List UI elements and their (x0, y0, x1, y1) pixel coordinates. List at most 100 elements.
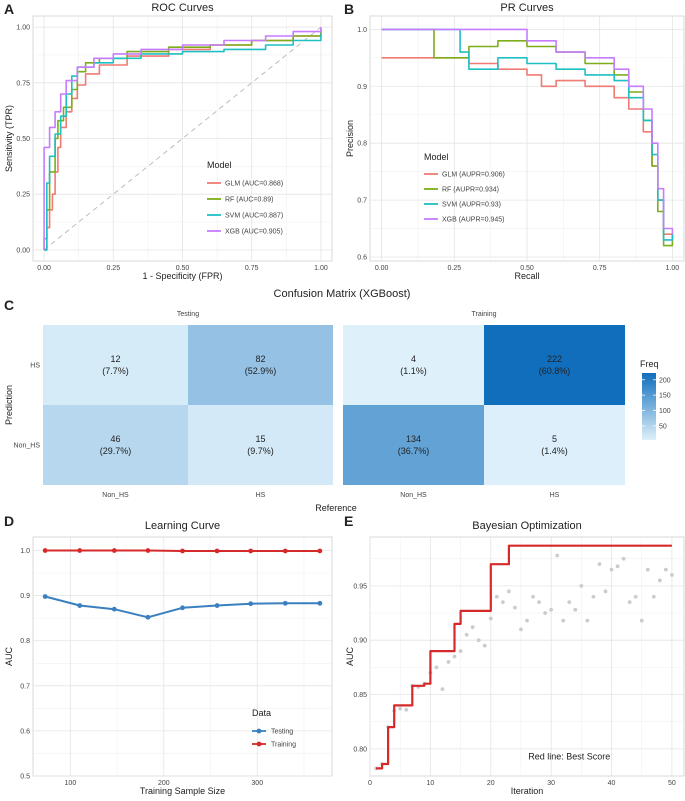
pr-legend-title: Model (424, 152, 449, 162)
pr-xtick-label: 1.00 (666, 265, 680, 272)
cm-cell-training-non_hs-hs (484, 405, 625, 485)
lc-ylabel: AUC (4, 647, 14, 667)
cm-cell-percent: (7.7%) (102, 366, 129, 376)
lc-xlabel: Training Sample Size (140, 786, 225, 796)
cm-cell-percent: (60.8%) (539, 366, 571, 376)
bo-trial-point (603, 589, 608, 594)
pr-title: PR Curves (500, 2, 554, 14)
bo-ytick-label: 0.90 (353, 638, 367, 645)
pr-ytick-label: 0.6 (357, 255, 367, 262)
cm-cell-count: 5 (552, 434, 557, 444)
bo-trial-point (609, 567, 614, 572)
roc-xtick-label: 0.25 (106, 265, 120, 272)
lc-point-testing (248, 601, 254, 607)
bo-trial-point (464, 632, 469, 637)
lc-panel-border (32, 536, 333, 777)
bo-trial-point (567, 600, 572, 605)
bo-ylabel: AUC (345, 647, 355, 667)
bo-trial-point (519, 627, 523, 632)
cm-cell-training-hs-non_hs (343, 325, 484, 405)
bo-trial-point (488, 616, 493, 621)
lc-legend-label: Testing (271, 729, 293, 736)
lc-point-training (42, 548, 48, 553)
lc-legend-label: Training (271, 742, 296, 749)
pr-ytick-label: 0.8 (357, 141, 367, 148)
roc-legend-label: GLM (AUC=0.868) (225, 181, 283, 188)
lc-point-testing (77, 603, 83, 608)
cm-cell-percent: (1.1%) (400, 366, 427, 376)
lc-ytick-label: 0.8 (20, 638, 30, 645)
bo-annotation: Red line: Best Score (528, 752, 610, 762)
lc-point-training (111, 548, 117, 553)
pr-legend-label: RF (AUPR=0.934) (442, 187, 499, 194)
roc-series-line-rf (44, 29, 322, 251)
bo-title: Bayesian Optimization (472, 520, 581, 532)
bo-trial-point (670, 573, 674, 577)
bo-xtick-label: 30 (547, 780, 555, 787)
bo-trial-point (440, 687, 445, 691)
pr-ylabel: Precision (345, 120, 355, 157)
lc-title: Learning Curve (145, 520, 220, 532)
roc-legend-label: SVM (AUC=0.887) (225, 213, 283, 220)
roc-legend-title: Model (207, 160, 232, 170)
cm-cell-percent: (36.7%) (398, 446, 430, 456)
bo-trial-point (579, 583, 584, 588)
cm-cell-percent: (52.9%) (245, 366, 277, 376)
lc-xtick-label: 300 (251, 780, 263, 787)
cm-cell-count: 12 (110, 354, 120, 364)
cm-colorbar-tick-label: 100 (659, 408, 671, 415)
cm-colorbar-tick-label: 150 (659, 393, 671, 400)
cm-xtick-label: Non_HS (400, 492, 427, 499)
bo-trial-point (537, 600, 541, 605)
bo-trial-point (627, 600, 632, 605)
roc-xtick-label: 1.00 (314, 265, 328, 272)
pr-series-line-xgb (381, 28, 674, 235)
bo-xtick-label: 40 (608, 780, 616, 787)
pr-xlabel: Recall (514, 271, 539, 281)
cm-colorbar-tick-label: 200 (659, 377, 671, 384)
bo-ytick-label: 0.80 (353, 746, 367, 753)
cm-cell-count: 222 (547, 354, 562, 364)
bo-xlabel: Iteration (511, 786, 544, 796)
bo-trial-point (476, 638, 481, 643)
bo-trial-point (549, 607, 554, 612)
cm-cell-count: 134 (406, 434, 421, 444)
cm-cell-training-hs-hs (484, 325, 625, 405)
cm-xtick-label: HS (550, 492, 560, 499)
roc-ytick-label: 1.00 (16, 25, 30, 32)
lc-legend-key-point-training (256, 741, 262, 747)
bo-trial-point (651, 594, 656, 599)
pr-xtick-label: 0.00 (375, 265, 389, 272)
cm-cell-count: 15 (255, 434, 265, 444)
bo-trial-point (621, 556, 626, 561)
bo-trial-point (452, 654, 457, 659)
lc-point-testing (180, 605, 185, 611)
bo-trial-point (639, 618, 644, 623)
lc-ytick-label: 0.9 (20, 593, 30, 600)
lc-point-training (214, 548, 220, 554)
lc-point-testing (282, 600, 288, 606)
roc-title: ROC Curves (151, 2, 214, 14)
roc-legend-label: RF (AUC=0.89) (225, 197, 273, 204)
lc-point-training (145, 548, 151, 553)
panel-b-letter: B (344, 1, 354, 17)
cm-cell-testing-non_hs-non_hs (43, 405, 188, 485)
roc-ytick-label: 0.75 (16, 80, 30, 87)
bo-trial-point (404, 707, 409, 712)
pr-legend-label: GLM (AUPR=0.906) (442, 172, 505, 179)
lc-point-training (282, 548, 288, 554)
cm-cell-percent: (1.4%) (541, 446, 568, 456)
bo-xtick-label: 50 (668, 780, 676, 787)
roc-xtick-label: 0.50 (176, 265, 190, 272)
cm-cell-testing-hs-non_hs (43, 325, 188, 405)
lc-point-training (248, 548, 254, 554)
lc-point-training (317, 548, 323, 554)
bo-xtick-label: 20 (487, 780, 495, 787)
cm-xtick-label: Non_HS (102, 492, 129, 499)
cm-cell-testing-non_hs-hs (188, 405, 333, 485)
cm-facet-label-testing: Testing (177, 311, 199, 318)
lc-point-testing (42, 594, 48, 599)
pr-legend-label: XGB (AUPR=0.945) (442, 217, 504, 224)
